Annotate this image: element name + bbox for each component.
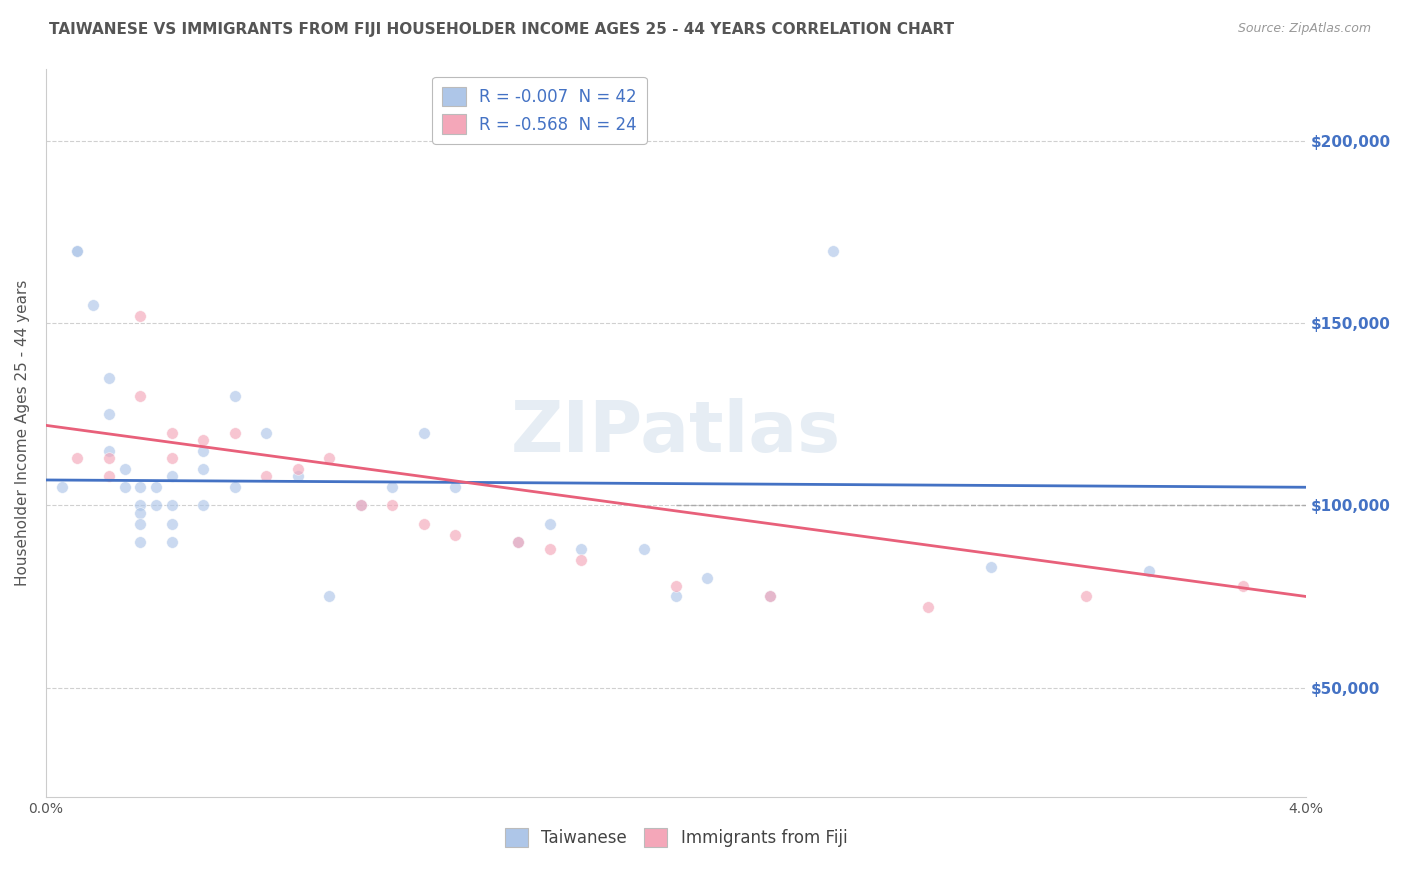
- Point: [160, 534, 183, 549]
- Point: [98, 408, 121, 422]
- Point: [51, 480, 73, 494]
- Point: [129, 534, 152, 549]
- Point: [129, 309, 152, 323]
- Point: [66, 451, 89, 466]
- Point: [129, 480, 152, 494]
- Point: [160, 516, 183, 531]
- Point: [256, 425, 278, 440]
- Point: [350, 499, 373, 513]
- Point: [145, 499, 167, 513]
- Point: [98, 451, 121, 466]
- Point: [129, 516, 152, 531]
- Point: [98, 371, 121, 385]
- Point: [224, 389, 246, 403]
- Point: [256, 469, 278, 483]
- Point: [571, 542, 593, 557]
- Point: [350, 499, 373, 513]
- Text: ZIPatlas: ZIPatlas: [510, 398, 841, 467]
- Point: [160, 469, 183, 483]
- Point: [193, 433, 215, 447]
- Point: [980, 560, 1002, 574]
- Point: [193, 462, 215, 476]
- Text: TAIWANESE VS IMMIGRANTS FROM FIJI HOUSEHOLDER INCOME AGES 25 - 44 YEARS CORRELAT: TAIWANESE VS IMMIGRANTS FROM FIJI HOUSEH…: [49, 22, 955, 37]
- Point: [129, 499, 152, 513]
- Point: [917, 600, 939, 615]
- Y-axis label: Householder Income Ages 25 - 44 years: Householder Income Ages 25 - 44 years: [15, 279, 30, 586]
- Point: [224, 480, 246, 494]
- Point: [444, 480, 467, 494]
- Point: [160, 425, 183, 440]
- Point: [759, 590, 782, 604]
- Point: [82, 298, 104, 312]
- Point: [538, 516, 561, 531]
- Point: [665, 590, 688, 604]
- Point: [538, 542, 561, 557]
- Point: [114, 462, 136, 476]
- Point: [160, 451, 183, 466]
- Point: [665, 578, 688, 592]
- Point: [571, 553, 593, 567]
- Point: [1137, 564, 1160, 578]
- Point: [508, 534, 530, 549]
- Point: [114, 480, 136, 494]
- Point: [823, 244, 845, 258]
- Point: [129, 389, 152, 403]
- Point: [696, 571, 718, 585]
- Point: [129, 506, 152, 520]
- Point: [1232, 578, 1254, 592]
- Point: [287, 462, 309, 476]
- Point: [381, 480, 404, 494]
- Point: [508, 534, 530, 549]
- Point: [759, 590, 782, 604]
- Point: [66, 244, 89, 258]
- Text: Source: ZipAtlas.com: Source: ZipAtlas.com: [1237, 22, 1371, 36]
- Point: [1074, 590, 1097, 604]
- Point: [66, 244, 89, 258]
- Point: [444, 527, 467, 541]
- Point: [413, 425, 436, 440]
- Point: [98, 469, 121, 483]
- Point: [318, 590, 340, 604]
- Point: [633, 542, 655, 557]
- Point: [224, 425, 246, 440]
- Point: [318, 451, 340, 466]
- Point: [193, 499, 215, 513]
- Point: [145, 480, 167, 494]
- Point: [193, 443, 215, 458]
- Legend: Taiwanese, Immigrants from Fiji: Taiwanese, Immigrants from Fiji: [498, 822, 853, 854]
- Point: [287, 469, 309, 483]
- Point: [160, 499, 183, 513]
- Point: [413, 516, 436, 531]
- Point: [381, 499, 404, 513]
- Point: [98, 443, 121, 458]
